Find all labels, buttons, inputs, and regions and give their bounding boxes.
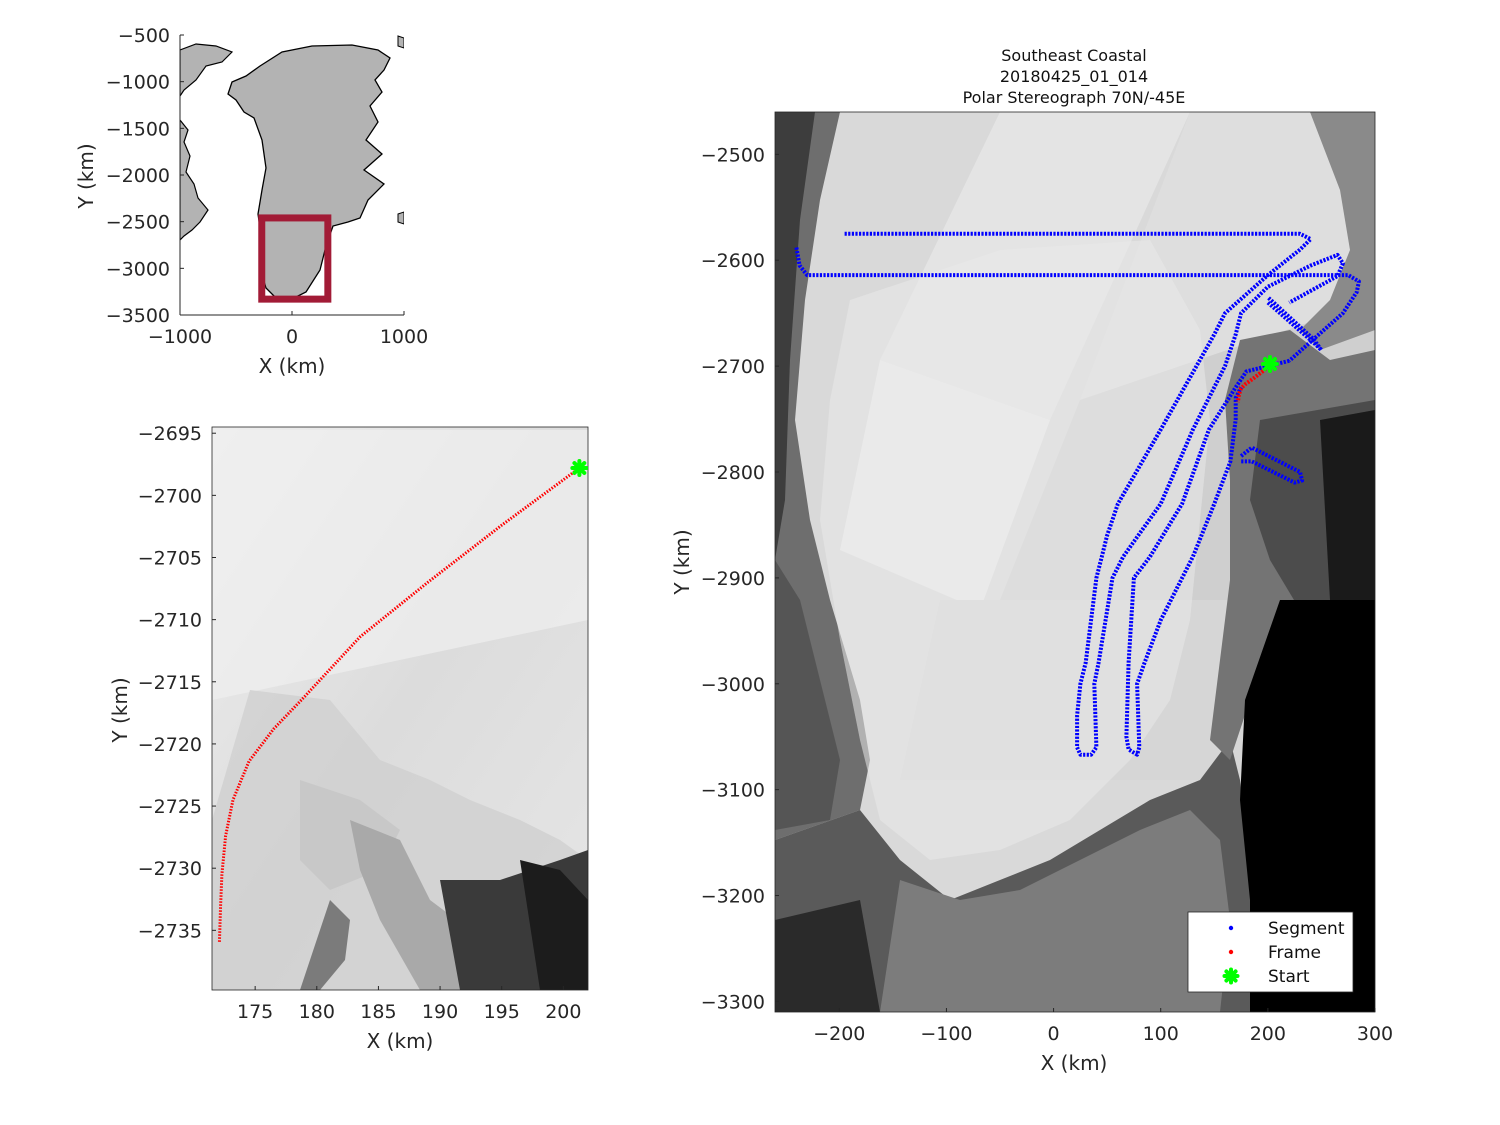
overview-y-tick-label: −3000 <box>106 258 170 280</box>
segment-title-line-2: 20180425_01_014 <box>1000 67 1148 87</box>
legend-box <box>1187 911 1354 993</box>
segment-y-tick-label: −3000 <box>701 674 765 696</box>
legend-frame-label: Frame <box>1268 943 1321 963</box>
overview-y-tick-label: −2500 <box>106 212 170 234</box>
legend-segment-marker <box>1228 925 1234 931</box>
segment-x-tick-label: 300 <box>1357 1023 1393 1045</box>
baffin-island <box>180 119 209 241</box>
svalbard-fragment <box>397 35 404 49</box>
segment-y-tick-label: −2600 <box>701 250 765 272</box>
frame-zoom-x-label: X (km) <box>367 1029 434 1053</box>
frame-zoom-x-tick-label: 200 <box>545 1001 581 1023</box>
segment-track-3 <box>794 247 1361 363</box>
legend-segment-label: Segment <box>1268 919 1345 939</box>
segment-track-2 <box>1075 252 1345 757</box>
segment-y-tick-label: −2500 <box>701 144 765 166</box>
frame-zoom-y-label: Y (km) <box>108 677 132 743</box>
segment-x-label: X (km) <box>1041 1051 1108 1075</box>
segment-map-area <box>774 111 1376 1013</box>
segment-start-marker <box>1261 355 1279 373</box>
frame-zoom-y-tick-label: −2730 <box>138 858 202 880</box>
overview-x-label: X (km) <box>259 354 326 378</box>
segment-title-line-1: Southeast Coastal <box>1001 46 1146 65</box>
overview-ticks: −1000 0 1000 −500 −1000 −1500 −2000 −2500 −3000 −… <box>106 25 428 348</box>
segment-y-tick-label: −3200 <box>701 886 765 908</box>
region-box <box>258 214 332 303</box>
segment-y-tick-label: −2900 <box>701 568 765 590</box>
frame-zoom-y-tick-label: −2735 <box>138 920 202 942</box>
overview-x-tick-label: 1000 <box>380 326 428 348</box>
segment-legend: Segment Frame Start <box>1187 911 1354 993</box>
frame-zoom-x-tick-label: 175 <box>237 1001 273 1023</box>
overview-map: −1000 0 1000 −500 −1000 −1500 −2000 −2500 −3000 −… <box>74 25 428 378</box>
frame-zoom-y-tick-label: −2705 <box>138 547 202 569</box>
legend-start-label: Start <box>1268 967 1310 987</box>
ellesmere-island <box>180 43 234 98</box>
frame-zoom-y-tick-label: −2725 <box>138 796 202 818</box>
frame-zoom-start-star <box>570 459 588 478</box>
segment-x-tick-label: 200 <box>1250 1023 1286 1045</box>
frame-zoom-y-tick-label: −2710 <box>138 610 202 632</box>
overview-y-tick-label: −3500 <box>106 305 170 327</box>
segment-x-tick-label: 0 <box>1048 1023 1060 1045</box>
legend-start-marker <box>1222 967 1240 985</box>
legend-start-star <box>1222 967 1240 985</box>
segment-y-tick-label: −2800 <box>701 462 765 484</box>
overview-y-tick-label: −1000 <box>106 72 170 94</box>
overview-y-tick-label: −2000 <box>106 165 170 187</box>
segment-x-tick-label: −100 <box>920 1023 972 1045</box>
segment-ticks: −200 −100 0 100 200 300 −2500 −2600 −2700 −2800 −2… <box>701 144 1393 1045</box>
overview-x-tick-label: −1000 <box>148 326 212 348</box>
segment-y-tick-label: −3300 <box>701 991 765 1013</box>
legend-frame-marker <box>1228 949 1234 955</box>
segment-y-tick-label: −3100 <box>701 780 765 802</box>
frame-zoom-ticks: 175 180 185 190 195 200 −2695 −2700 −2705 −2710 −2… <box>138 423 582 1023</box>
frame-zoom-y-tick-label: −2715 <box>138 672 202 694</box>
segment-map: Southeast Coastal 20180425_01_014 Polar … <box>670 46 1393 1075</box>
segment-track-5 <box>1266 295 1324 353</box>
segment-track-6 <box>1239 445 1305 485</box>
segment-track-4 <box>1124 358 1290 757</box>
iceland-fragment <box>397 211 404 225</box>
frame-zoom-y-tick-label: −2695 <box>138 423 202 445</box>
segment-y-label: Y (km) <box>670 529 694 595</box>
frame-zoom-imagery <box>212 427 588 990</box>
frame-zoom-y-tick-label: −2720 <box>138 734 202 756</box>
segment-track-1 <box>844 231 1313 748</box>
frame-zoom-x-tick-label: 185 <box>360 1001 396 1023</box>
frame-zoom-x-tick-label: 195 <box>484 1001 520 1023</box>
frame-zoom-area <box>211 426 589 991</box>
frame-zoom-start-marker <box>570 459 588 478</box>
frame-zoom-x-tick-label: 190 <box>422 1001 458 1023</box>
frame-zoom-y-tick-label: −2700 <box>138 485 202 507</box>
overview-x-tick-label: 0 <box>286 326 298 348</box>
segment-start-star <box>1261 355 1279 373</box>
segment-y-tick-label: −2700 <box>701 356 765 378</box>
frame-zoom-x-tick-label: 180 <box>299 1001 335 1023</box>
segment-imagery <box>775 112 1375 1012</box>
segment-x-tick-label: −200 <box>813 1023 865 1045</box>
segment-title-line-3: Polar Stereograph 70N/-45E <box>963 88 1186 107</box>
segment-x-tick-label: 100 <box>1143 1023 1179 1045</box>
overview-y-tick-label: −1500 <box>106 118 170 140</box>
overview-y-label: Y (km) <box>74 143 98 209</box>
segment-frame-track <box>1235 362 1273 403</box>
frame-zoom-frame-track <box>217 466 581 943</box>
segment-tracks <box>794 231 1361 757</box>
frame-zoom-map: 175 180 185 190 195 200 −2695 −2700 −2705 −2710 −2… <box>108 423 589 1053</box>
overview-y-tick-label: −500 <box>118 25 170 47</box>
